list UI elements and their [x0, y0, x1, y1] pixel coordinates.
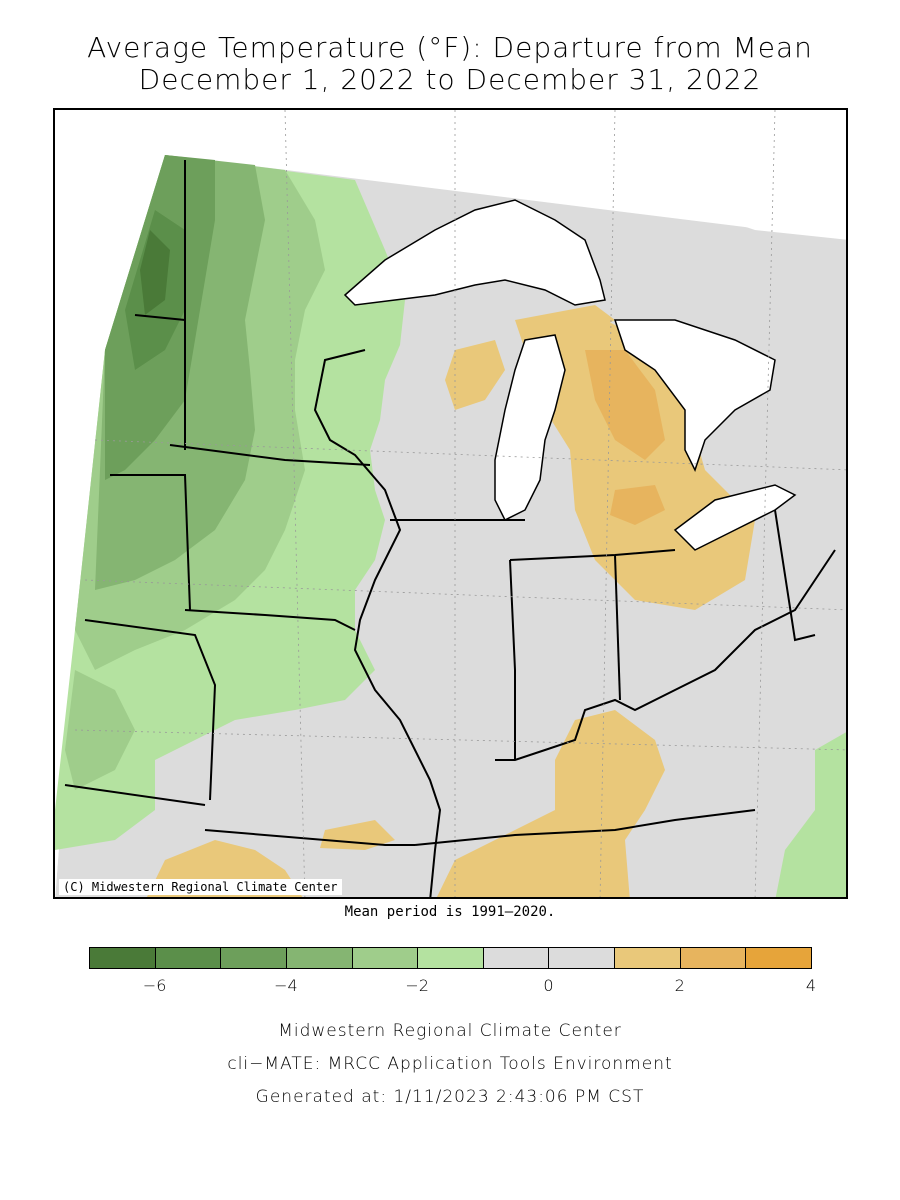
orange-region-small	[320, 820, 395, 850]
map-title: Average Temperature (°F): Departure from…	[87, 31, 813, 64]
legend-swatch	[679, 947, 747, 969]
map-date-range: December 1, 2022 to December 31, 2022	[138, 63, 762, 96]
legend-swatch	[220, 947, 287, 969]
lake-superior	[343, 199, 606, 306]
legend-tick-label: 0	[543, 976, 554, 995]
color-legend	[89, 947, 812, 969]
river-boundaries	[313, 349, 836, 897]
mean-period-note: Mean period is 1991–2020.	[344, 904, 556, 920]
legend-swatch	[614, 947, 681, 969]
legend-tick-label: 4	[805, 976, 817, 995]
legend-tick-label: −6	[142, 976, 167, 995]
legend-swatch	[285, 947, 353, 969]
legend-swatch	[482, 947, 550, 969]
legend-swatch	[154, 947, 222, 969]
legend-swatch	[745, 947, 812, 969]
green-patch-southwest	[65, 670, 135, 790]
orange-region-south	[436, 710, 665, 897]
orange-region-michigan-inner	[585, 350, 665, 460]
legend-tick-label: 2	[674, 976, 685, 995]
green-region-core	[140, 230, 170, 315]
orange-region-wisconsin	[445, 340, 505, 410]
legend-swatch	[351, 947, 419, 969]
legend-swatch	[89, 947, 156, 969]
legend-swatch	[417, 947, 484, 969]
copyright-label: (C) Midwestern Regional Climate Center	[59, 879, 342, 895]
legend-tick-label: −4	[274, 976, 298, 995]
lat-lon-grid	[74, 110, 846, 897]
temperature-departure-map: (C) Midwestern Regional Climate Center	[53, 108, 848, 899]
footer-org: Midwestern Regional Climate Center	[278, 1021, 622, 1041]
footer-generated: Generated at: 1/11/2023 2:43:06 PM CST	[255, 1087, 645, 1107]
legend-tick-label: −2	[405, 976, 429, 995]
green-patch-east	[775, 732, 846, 897]
lake-michigan	[494, 334, 566, 522]
lake-huron	[613, 319, 776, 472]
map-canvas	[55, 110, 846, 897]
footer-tool: cli−MATE: MRCC Application Tools Environ…	[227, 1054, 673, 1074]
outside-domain-left	[55, 110, 165, 897]
legend-swatch	[548, 947, 616, 969]
canada-land	[255, 110, 846, 240]
orange-region-michigan-inner2	[610, 485, 665, 525]
